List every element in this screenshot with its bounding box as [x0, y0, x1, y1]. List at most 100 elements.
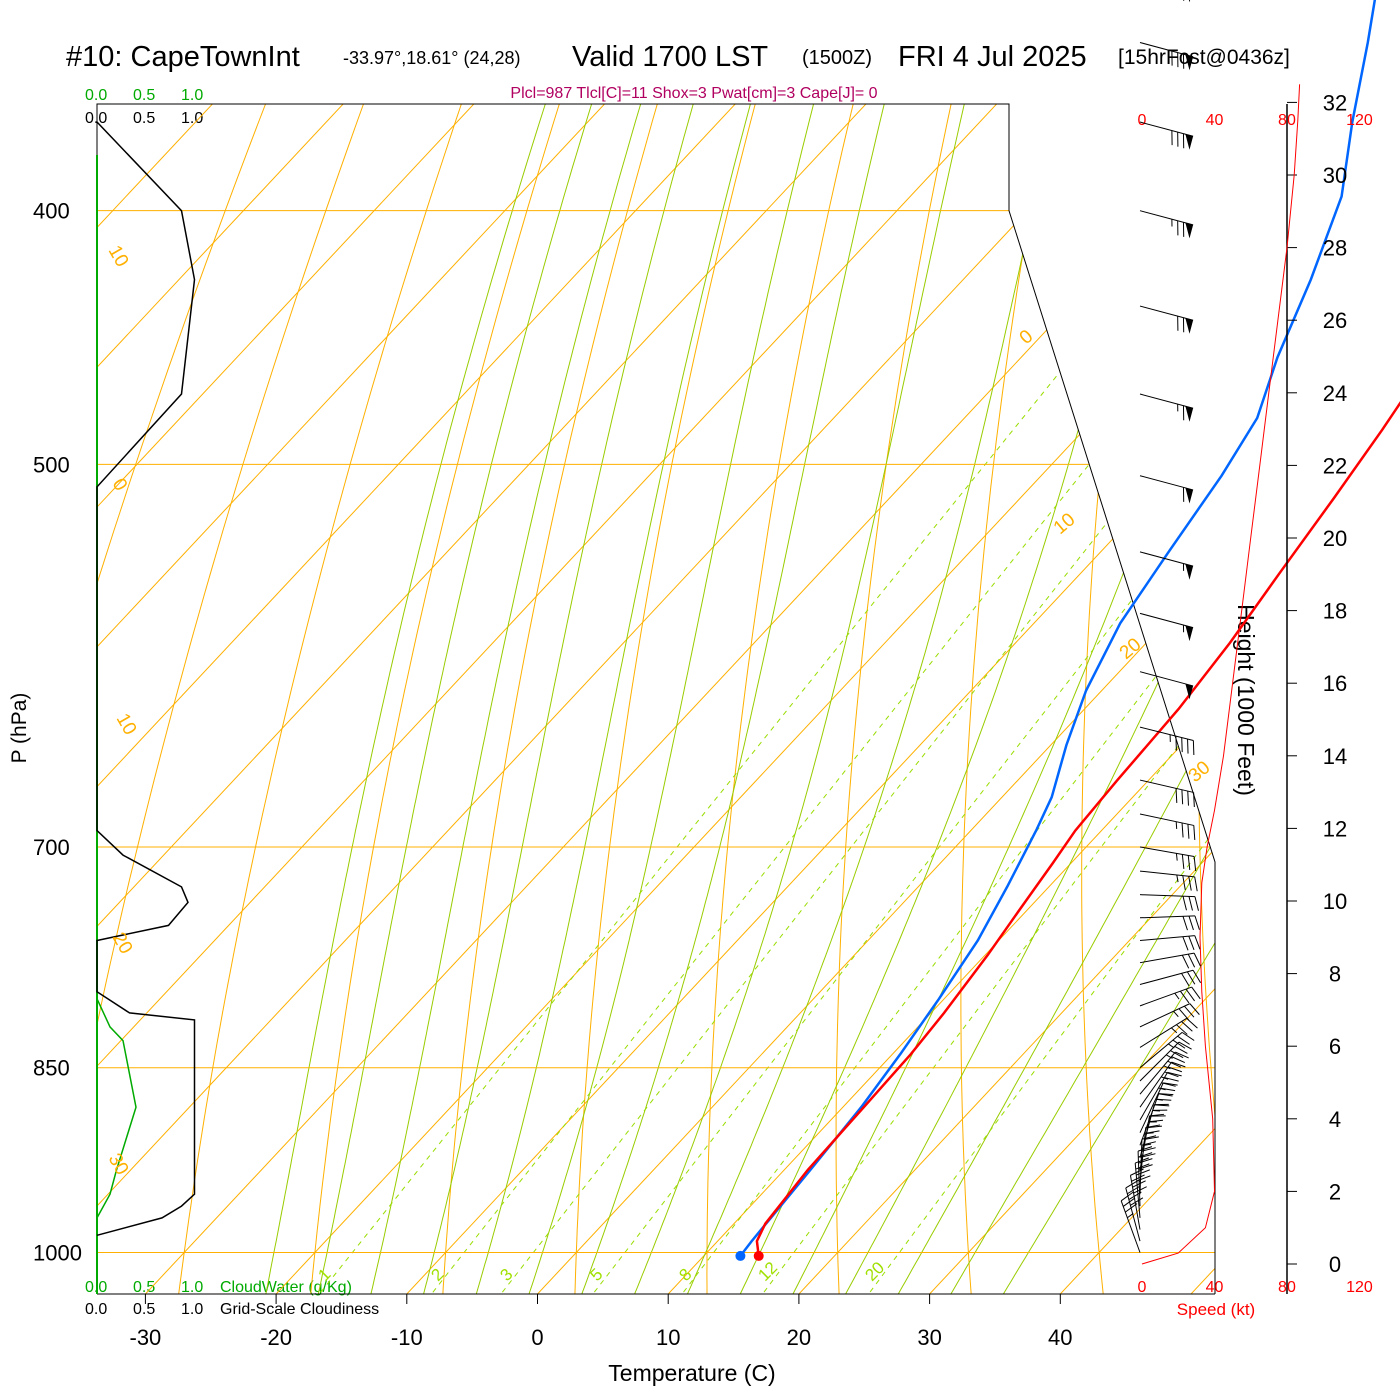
- isotherm-label: 10: [104, 242, 133, 271]
- moist-adiabat: [419, 104, 829, 1294]
- isotherm-line: [97, 104, 1215, 1294]
- mixing-ratio-label: 3: [496, 1265, 516, 1285]
- wind-barb-full: [1164, 1071, 1179, 1078]
- cloudiness-scale-bottom-2: 1.0: [181, 1301, 203, 1318]
- mixing-ratio-line: [671, 210, 1215, 1294]
- surface-dewpoint-marker: [735, 1250, 746, 1261]
- wind-barb: [1139, 475, 1194, 504]
- wind-barb-full: [1161, 1082, 1176, 1087]
- isotherm-line: [534, 104, 1215, 1294]
- wind-barb-half: [1155, 1098, 1163, 1101]
- station-coords: -33.97°,18.61° (24,28): [343, 48, 521, 68]
- wind-barb-full: [1167, 1060, 1182, 1068]
- moist-adiabat: [994, 104, 1215, 1294]
- wind-barb-full: [1187, 855, 1191, 871]
- wind-barb-half: [1165, 1054, 1173, 1059]
- isotherm-line: [1319, 0, 1400, 1297]
- cloudwater-scale-bottom-2: 1.0: [181, 1279, 203, 1296]
- cloudiness-scale-top-1: 0.5: [133, 110, 155, 127]
- isotherm-label: 0: [1016, 326, 1038, 349]
- wind-barb-staff: [1125, 1187, 1141, 1242]
- wind-barb-flag: [1185, 564, 1194, 580]
- height-tick-label: 20: [1323, 526, 1347, 551]
- pressure-tick-label: 1000: [33, 1241, 82, 1266]
- wind-barb-staff: [1137, 1151, 1141, 1207]
- wind-barb-full: [1181, 854, 1185, 869]
- wind-barb-full: [1181, 822, 1184, 838]
- wind-barb-full: [1172, 1039, 1186, 1049]
- thermo-background: [97, 0, 1400, 1297]
- wind-barb-staff: [1139, 1041, 1180, 1082]
- height-tick-label: 12: [1323, 816, 1347, 841]
- wind-barb-full: [1194, 896, 1199, 911]
- dry-adiabat: [441, 104, 812, 1294]
- mixing-ratio-label: 20: [861, 1258, 888, 1285]
- wind-barb-full: [1178, 1041, 1192, 1050]
- wind-barb-staff: [1139, 1093, 1160, 1146]
- wind-barb-staff: [1139, 393, 1194, 409]
- height-tick-label: 32: [1323, 90, 1347, 115]
- wind-barb-flag: [1185, 406, 1194, 422]
- wind-barb-full: [1163, 1082, 1178, 1086]
- mixing-ratio-line: [751, 210, 1215, 1294]
- moist-adiabat: [576, 104, 1002, 1294]
- wind-barb-full: [1177, 1035, 1190, 1045]
- wind-barb-full: [1154, 1104, 1170, 1107]
- mixing-ratio-line: [420, 210, 1215, 1294]
- wind-barb-staff: [1120, 1200, 1141, 1253]
- wind-barb-full: [1158, 1093, 1173, 1097]
- wind-barb-flag: [1185, 318, 1194, 334]
- wind-barb-full: [1176, 1024, 1188, 1035]
- wind-barb-flag: [1185, 222, 1194, 239]
- wind-barb-staff: [1139, 1072, 1168, 1121]
- wind-barb: [1139, 969, 1202, 987]
- dry-adiabat: [574, 104, 899, 1294]
- height-tick-label: 14: [1323, 744, 1347, 769]
- wind-barb-half: [1163, 1065, 1171, 1070]
- wind-barb-staff: [1139, 305, 1194, 321]
- wind-barb-full: [1189, 1003, 1200, 1015]
- wind-barb-staff: [1139, 969, 1194, 985]
- height-tick-label: 24: [1323, 381, 1347, 406]
- wind-barb-full: [1182, 936, 1189, 951]
- wind-barb: [1139, 935, 1201, 951]
- mixing-ratio-label: 5: [586, 1265, 606, 1285]
- pressure-tick-label: 850: [33, 1056, 70, 1081]
- wind-barb-staff: [1139, 894, 1195, 898]
- isotherm-line: [97, 104, 1049, 1294]
- wind-barb-full: [1171, 1061, 1186, 1068]
- wind-barb: [1139, 813, 1196, 840]
- wind-barb: [1139, 915, 1200, 931]
- wind-barb: [1139, 1003, 1200, 1028]
- wind-barb-half: [1161, 1076, 1169, 1080]
- height-tick-label: 26: [1323, 308, 1347, 333]
- dry-adiabat: [176, 104, 638, 1294]
- wind-barb-full: [1175, 788, 1178, 803]
- isotherm-line: [97, 104, 395, 1294]
- x-tick-label: -20: [260, 1325, 292, 1350]
- wind-barb-half: [1143, 1143, 1152, 1146]
- wind-barb-half: [1152, 1110, 1160, 1112]
- mixing-ratio-line: [581, 210, 1215, 1294]
- isotherm-label: 30: [1185, 757, 1215, 787]
- wind-barb-full: [1194, 935, 1201, 950]
- wind-barb-full: [1144, 1136, 1159, 1140]
- forecast-date: FRI 4 Jul 2025: [898, 41, 1087, 73]
- wind-barb-full: [1194, 915, 1200, 930]
- wind-barb-full: [1194, 876, 1198, 892]
- cloudwater-line: [96, 998, 137, 1219]
- x-tick-label: 40: [1048, 1325, 1072, 1350]
- wind-barb-staff: [1139, 1082, 1164, 1133]
- wind-barb-staff: [1139, 1031, 1183, 1069]
- wind-barb-staff: [1139, 551, 1194, 567]
- wind-barb-flag: [1185, 625, 1194, 642]
- moist-adiabat: [471, 104, 881, 1294]
- wind-barb-full: [1188, 936, 1195, 950]
- wind-barb-staff: [1139, 121, 1194, 137]
- wind-barb-full: [1181, 789, 1184, 805]
- wind-barb-staff: [1139, 1003, 1191, 1028]
- wind-barb: [1139, 1051, 1189, 1095]
- wind-barb-half: [1158, 1087, 1166, 1091]
- wind-barb: [1183, 0, 1191, 3]
- wind-barb-staff: [1139, 42, 1194, 58]
